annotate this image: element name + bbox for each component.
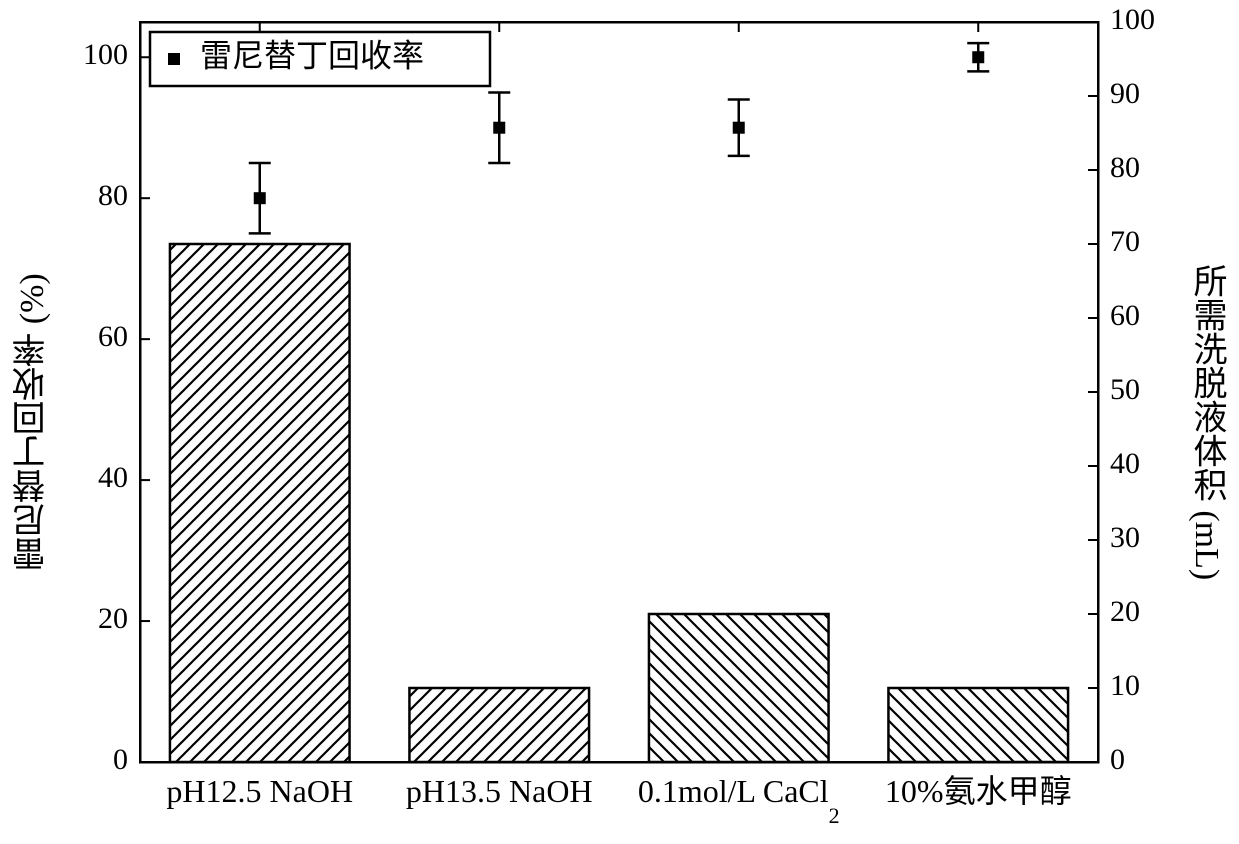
y-right-tick-label: 10 xyxy=(1110,669,1140,702)
scatter-marker xyxy=(733,122,745,134)
y-right-tick-label: 40 xyxy=(1110,447,1140,480)
legend-label: 雷尼替丁回收率 xyxy=(200,37,424,73)
y-right-tick-label: 90 xyxy=(1110,77,1140,110)
x-category-label: 0.1mol/L CaCl2 xyxy=(638,773,840,828)
bar xyxy=(649,614,829,762)
bar xyxy=(888,688,1068,762)
y-right-tick-label: 0 xyxy=(1110,743,1125,776)
y-axis-right-title: 所需洗脱液体积 (mL) xyxy=(1182,264,1231,580)
y-left-tick-label: 60 xyxy=(98,320,128,353)
y-right-tick-label: 50 xyxy=(1110,373,1140,406)
y-right-tick-label: 70 xyxy=(1110,225,1140,258)
bar xyxy=(170,244,350,762)
scatter-marker xyxy=(972,51,984,63)
scatter-marker xyxy=(493,122,505,134)
y-axis-left-title: 雷尼替丁回收率 (%) xyxy=(8,273,57,570)
x-category-label: pH12.5 NaOH xyxy=(166,773,353,809)
chart-root: 雷尼替丁回收率 (%) 所需洗脱液体积 (mL) 0 20 40 60 80 100 0 10… xyxy=(0,0,1239,844)
x-category-label: 10%氨水甲醇 xyxy=(885,773,1072,809)
y-left-tick-label: 40 xyxy=(98,461,128,494)
y-right-tick-label: 60 xyxy=(1110,299,1140,332)
y-left-tick-label: 20 xyxy=(98,602,128,635)
y-left-tick-label: 80 xyxy=(98,179,128,212)
scatter-marker xyxy=(254,192,266,204)
y-right-tick-label: 100 xyxy=(1110,3,1155,36)
y-right-tick-label: 30 xyxy=(1110,521,1140,554)
y-left-tick-label: 100 xyxy=(83,38,128,71)
y-right-tick-label: 80 xyxy=(1110,151,1140,184)
bar xyxy=(409,688,589,762)
chart-svg: 0 20 40 60 80 100 0 10 20 30 40 50 60 70 80 90 100 pH12.5… xyxy=(0,0,1239,844)
legend-marker-icon xyxy=(168,53,180,65)
y-right-tick-label: 20 xyxy=(1110,595,1140,628)
y-left-tick-label: 0 xyxy=(113,743,128,776)
x-category-label: pH13.5 NaOH xyxy=(406,773,593,809)
